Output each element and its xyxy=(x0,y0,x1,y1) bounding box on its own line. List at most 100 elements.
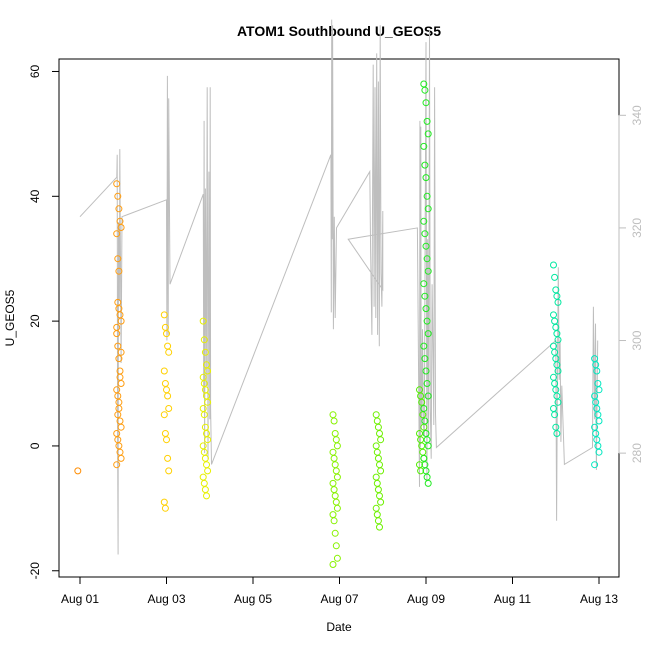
scatter-point xyxy=(551,273,559,281)
scatter-point xyxy=(554,336,562,344)
scatter-point xyxy=(422,242,430,250)
scatter-point xyxy=(113,386,121,394)
scatter-point xyxy=(595,386,603,394)
x-tick-label: Aug 03 xyxy=(147,592,185,606)
y-tick-label: 0 xyxy=(28,442,42,449)
scatter-point xyxy=(74,467,82,475)
x-tick-label: Aug 05 xyxy=(234,592,272,606)
scatter-point xyxy=(113,230,121,238)
scatter-point xyxy=(204,367,212,375)
scatter-point xyxy=(423,317,431,325)
scatter-point xyxy=(420,142,428,150)
scatter-point xyxy=(551,317,559,325)
scatter-point xyxy=(377,498,385,506)
scatter-point xyxy=(333,554,341,562)
scatter-point xyxy=(423,117,431,125)
scatter-point xyxy=(420,217,428,225)
scatter-point xyxy=(115,442,123,450)
scatter-point xyxy=(421,355,429,363)
chart-title: ATOM1 Southbound U_GEOS5 xyxy=(237,23,441,39)
scatter-point xyxy=(333,473,341,481)
y2-tick-label: 280 xyxy=(630,443,644,463)
scatter-point xyxy=(117,317,125,325)
scatter-point xyxy=(372,504,380,512)
scatter-point xyxy=(376,430,383,437)
scatter-point xyxy=(333,442,341,450)
scatter-point xyxy=(332,467,340,475)
scatter-point xyxy=(330,454,338,462)
scatter-point xyxy=(200,411,208,419)
scatter-point xyxy=(422,367,430,375)
scatter-point xyxy=(374,423,382,431)
y2-tick-label: 300 xyxy=(630,330,644,350)
scatter-point xyxy=(201,348,209,356)
scatter-point xyxy=(420,405,428,412)
scatter-point xyxy=(551,348,559,356)
scatter-point xyxy=(161,380,169,387)
scatter-point xyxy=(373,417,381,425)
scatter-point xyxy=(423,192,431,200)
scatter-point xyxy=(421,417,429,425)
secondary-line-series xyxy=(79,19,599,555)
scatter-point xyxy=(164,342,172,350)
scatter-point xyxy=(113,430,121,437)
scatter-point xyxy=(199,405,207,412)
scatter-point xyxy=(163,330,170,338)
scatter-point xyxy=(591,461,599,469)
scatter-point xyxy=(420,280,428,288)
scatter-point xyxy=(421,230,429,238)
scatter-point xyxy=(160,311,168,319)
scatter-point xyxy=(165,405,173,412)
scatter-point xyxy=(551,411,559,419)
scatter-point xyxy=(161,323,169,331)
y-axis: -20 0 20 40 60 xyxy=(28,64,60,580)
scatter-point xyxy=(113,323,121,331)
scatter-point xyxy=(200,336,208,344)
scatter-point xyxy=(114,255,122,263)
scatter-point xyxy=(422,305,430,313)
scatter-point xyxy=(331,430,339,437)
scatter-point xyxy=(417,467,425,475)
scatter-point xyxy=(553,430,561,437)
scatter-point xyxy=(593,367,601,375)
scatter-point xyxy=(160,367,168,375)
scatter-point xyxy=(204,398,212,406)
scatter-point xyxy=(329,511,337,519)
scatter-point xyxy=(424,130,432,138)
scatter-point xyxy=(332,542,340,550)
x-tick-label: Aug 11 xyxy=(494,592,531,606)
y-tick-label: 20 xyxy=(28,314,42,328)
scatter-point xyxy=(163,436,170,444)
scatter-point xyxy=(550,405,557,412)
scatter-point xyxy=(114,411,122,419)
scatter-point xyxy=(419,448,427,456)
scatter-point xyxy=(115,398,123,406)
scatter-points xyxy=(74,80,603,568)
scatter-point xyxy=(421,161,429,169)
scatter-point xyxy=(164,392,172,400)
scatter-point xyxy=(421,292,429,300)
scatter-point xyxy=(374,454,382,462)
scatter-point xyxy=(554,298,562,306)
scatter-point xyxy=(329,561,337,568)
scatter-point xyxy=(424,442,432,450)
scatter-point xyxy=(115,355,123,363)
scatter-point xyxy=(165,348,173,356)
scatter-point xyxy=(331,529,339,537)
scatter-point xyxy=(377,436,385,444)
scatter-point xyxy=(373,511,381,519)
scatter-point xyxy=(374,517,382,525)
y-tick-label: 60 xyxy=(28,64,42,78)
scatter-point xyxy=(418,398,426,406)
scatter-point xyxy=(373,479,381,487)
scatter-point xyxy=(161,504,169,512)
scatter-point xyxy=(330,417,338,425)
scatter-point xyxy=(424,330,432,338)
scatter-point xyxy=(114,192,122,200)
scatter-point xyxy=(329,411,337,419)
scatter-point xyxy=(332,498,340,506)
y-tick-label: -20 xyxy=(28,562,42,580)
scatter-point xyxy=(421,86,429,94)
scatter-point xyxy=(420,342,428,350)
scatter-point xyxy=(332,436,340,444)
